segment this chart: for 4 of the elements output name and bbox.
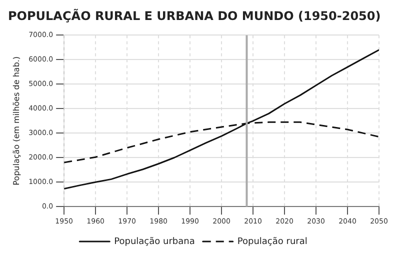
- y-axis-title: População (em milhões de hab.): [12, 56, 21, 186]
- legend-label: População rural: [237, 236, 308, 247]
- legend-label: População urbana: [114, 236, 195, 247]
- chart-title: POPULAÇÃO RURAL E URBANA DO MUNDO (1950-2050): [8, 8, 382, 24]
